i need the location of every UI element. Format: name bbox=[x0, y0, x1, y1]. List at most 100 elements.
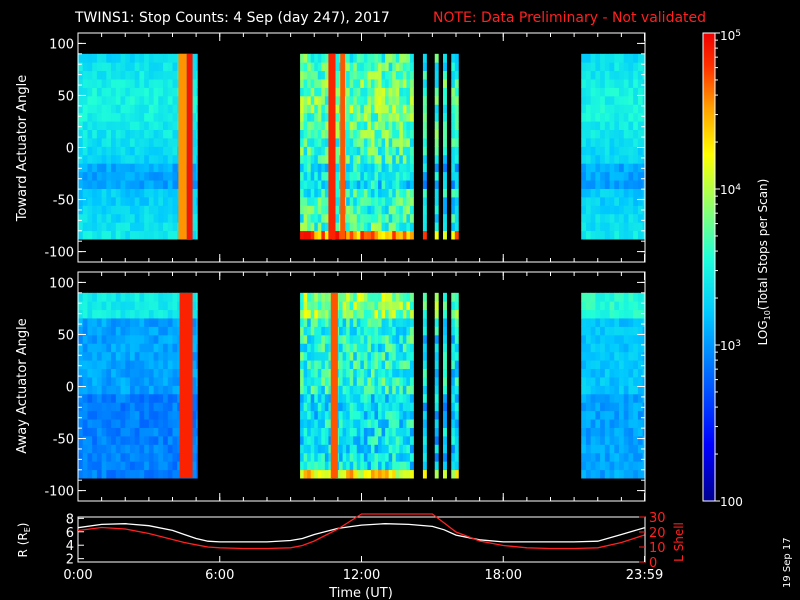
heatmap-cell bbox=[111, 385, 117, 395]
heatmap-cell bbox=[422, 402, 427, 412]
heatmap-cell bbox=[381, 309, 386, 319]
heatmap-cell bbox=[78, 87, 84, 97]
heatmap-cell bbox=[139, 427, 145, 437]
heatmap-cell bbox=[349, 171, 354, 181]
heatmap-cell bbox=[317, 292, 322, 302]
heatmap-cell bbox=[356, 154, 361, 164]
heatmap-cell bbox=[595, 62, 601, 72]
heatmap-cell bbox=[300, 230, 305, 240]
heatmap-cell bbox=[406, 419, 411, 428]
heatmap-cell bbox=[451, 196, 456, 206]
heatmap-cell bbox=[96, 87, 103, 97]
heatmap-cell bbox=[590, 146, 596, 156]
heatmap-cell bbox=[158, 393, 164, 403]
heatmap-cell bbox=[87, 292, 93, 302]
heatmap-cell bbox=[374, 469, 379, 479]
heatmap-cell bbox=[434, 461, 439, 471]
heatmap-cell bbox=[381, 129, 386, 139]
heatmap-cell bbox=[434, 95, 439, 105]
heatmap-cell bbox=[633, 53, 639, 63]
heatmap-cell bbox=[609, 188, 615, 198]
heatmap-cell bbox=[422, 326, 427, 336]
heatmap-cell bbox=[339, 461, 343, 471]
heatmap-cell bbox=[139, 410, 145, 420]
heatmap-cell bbox=[399, 292, 404, 302]
heatmap-cell bbox=[454, 385, 459, 395]
heatmap-cell bbox=[96, 121, 103, 131]
heatmap-cell bbox=[96, 301, 103, 311]
heatmap-cell bbox=[409, 393, 414, 403]
heatmap-cell bbox=[346, 419, 351, 428]
heatmap-cell bbox=[158, 112, 164, 122]
heatmap-cell bbox=[324, 326, 329, 336]
heatmap-cell bbox=[115, 79, 121, 88]
heatmap-cell bbox=[101, 163, 107, 173]
heatmap-cell bbox=[628, 427, 634, 437]
heatmap-cell bbox=[196, 95, 198, 105]
heatmap-cell bbox=[628, 180, 634, 189]
heatmap-cell bbox=[451, 334, 456, 344]
heatmap-cell bbox=[595, 146, 601, 156]
heatmap-cell bbox=[381, 205, 386, 215]
heatmap-cell bbox=[585, 213, 592, 223]
y-tick-label: -50 bbox=[53, 433, 74, 448]
heatmap-cell bbox=[139, 53, 145, 63]
heatmap-cell bbox=[443, 326, 447, 336]
heatmap-cell bbox=[134, 171, 140, 181]
heatmap-cell bbox=[144, 230, 150, 240]
heatmap-cell bbox=[642, 318, 645, 327]
heatmap-cell bbox=[196, 196, 198, 206]
heatmap-cell bbox=[402, 222, 407, 232]
heatmap-cell bbox=[378, 368, 382, 378]
heatmap-cell bbox=[623, 154, 629, 164]
heatmap-cell bbox=[172, 79, 178, 88]
heatmap-cell bbox=[314, 410, 319, 420]
heatmap-cell bbox=[443, 154, 447, 164]
heatmap-cell bbox=[609, 461, 615, 471]
heatmap-cell bbox=[370, 146, 375, 156]
heatmap-cell bbox=[125, 129, 131, 139]
heatmap-cell bbox=[619, 419, 625, 428]
heatmap-cell bbox=[367, 180, 372, 189]
heatmap-cell bbox=[153, 79, 159, 88]
heatmap-cell bbox=[82, 53, 88, 63]
heatmap-cell bbox=[443, 180, 447, 189]
heatmap-cell bbox=[115, 171, 121, 181]
heatmap-cell bbox=[422, 70, 427, 80]
heatmap-cell bbox=[443, 222, 447, 232]
heatmap-cell bbox=[120, 95, 126, 105]
heatmap-cell bbox=[395, 410, 400, 420]
heatmap-cell bbox=[381, 121, 386, 131]
heatmap-cell bbox=[399, 368, 404, 378]
heatmap-cell bbox=[300, 444, 305, 454]
heatmap-cell bbox=[402, 163, 407, 173]
heatmap-cell bbox=[111, 419, 117, 428]
heatmap-cell bbox=[314, 171, 319, 181]
heatmap-cell bbox=[300, 180, 305, 189]
heatmap-cell bbox=[300, 309, 305, 319]
heatmap-cell bbox=[443, 138, 447, 147]
heatmap-cell bbox=[148, 171, 155, 181]
heatmap-cell bbox=[125, 410, 131, 420]
heatmap-cell bbox=[167, 343, 173, 353]
heatmap-cell bbox=[303, 427, 308, 437]
heatmap-cell bbox=[303, 452, 308, 462]
heatmap-cell bbox=[378, 461, 382, 471]
heatmap-cell bbox=[317, 112, 322, 122]
heatmap-cell bbox=[370, 393, 375, 403]
x-tick-label: 0:00 bbox=[63, 568, 92, 583]
heatmap-cell bbox=[196, 87, 198, 97]
heatmap-cell bbox=[191, 163, 197, 173]
heatmap-cell bbox=[335, 188, 340, 198]
heatmap-cell bbox=[328, 461, 333, 471]
heatmap-cell bbox=[374, 343, 379, 353]
heatmap-cell bbox=[303, 309, 308, 319]
heatmap-cell bbox=[356, 360, 361, 370]
heatmap-cell bbox=[101, 461, 107, 471]
y-tick-label: 100 bbox=[49, 37, 74, 52]
heatmap-cell bbox=[451, 163, 456, 173]
heatmap-cell bbox=[422, 62, 427, 72]
heatmap-cell bbox=[409, 469, 414, 479]
heatmap-cell bbox=[392, 351, 397, 361]
